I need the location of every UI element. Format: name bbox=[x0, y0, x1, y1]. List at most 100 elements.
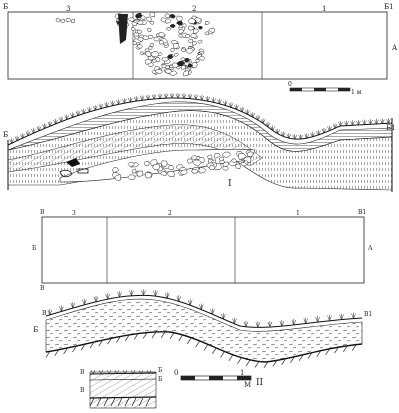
scale-bar-bottom: 0 1 М bbox=[174, 369, 252, 389]
dark-feature bbox=[118, 14, 128, 44]
stone bbox=[166, 171, 175, 178]
stone bbox=[169, 14, 176, 19]
stone bbox=[146, 27, 152, 32]
inset-section: В Б Б В bbox=[80, 367, 163, 409]
plan-mid: В В1 В Б А 3 2 1 bbox=[32, 209, 373, 292]
stone bbox=[165, 18, 172, 24]
stone bbox=[187, 38, 194, 44]
plan-top: Б Б1 А 3 2 1 bbox=[3, 3, 398, 80]
stone bbox=[151, 163, 160, 171]
stone bbox=[55, 17, 62, 22]
stone bbox=[172, 43, 180, 49]
stone bbox=[160, 160, 168, 167]
inset-label-right2: Б bbox=[158, 376, 163, 383]
stone bbox=[188, 25, 195, 31]
stone bbox=[197, 55, 206, 61]
scale-bottom-end: 1 bbox=[240, 369, 244, 377]
stone bbox=[195, 58, 200, 63]
stone bbox=[177, 29, 184, 34]
stone bbox=[169, 23, 176, 28]
stone bbox=[190, 155, 198, 160]
stone bbox=[143, 161, 150, 166]
stone bbox=[197, 39, 203, 44]
stone bbox=[145, 172, 152, 179]
stone bbox=[175, 20, 183, 26]
stone bbox=[197, 25, 203, 30]
stone bbox=[221, 151, 231, 158]
stone bbox=[187, 63, 194, 68]
stone bbox=[131, 168, 137, 174]
section-II-end-right: В1 bbox=[364, 311, 372, 318]
inset-label-right: Б bbox=[158, 367, 163, 374]
stone bbox=[155, 69, 163, 74]
section-II: В В1 Б II bbox=[33, 289, 372, 388]
inset-side-left: В bbox=[80, 387, 85, 394]
stone bbox=[153, 36, 161, 42]
stone bbox=[158, 40, 165, 45]
stone bbox=[180, 48, 187, 52]
stone bbox=[222, 161, 230, 167]
plan-top-corner-left: Б bbox=[3, 3, 8, 11]
section-II-end-left: В bbox=[42, 310, 47, 317]
stone bbox=[187, 18, 196, 24]
scale-top-start: 0 bbox=[288, 81, 292, 88]
section-I-numeral: I bbox=[228, 179, 232, 189]
stone bbox=[191, 62, 198, 69]
stone bbox=[237, 153, 247, 160]
section-II-surface bbox=[45, 294, 363, 328]
stone bbox=[192, 159, 202, 166]
stone bbox=[134, 12, 143, 19]
plan-top-frame bbox=[7, 11, 388, 80]
plan-top-square-1: 1 bbox=[322, 5, 326, 13]
stone bbox=[111, 167, 119, 173]
stone bbox=[204, 31, 210, 36]
stone bbox=[222, 165, 229, 171]
inset-fill bbox=[89, 371, 157, 409]
stone bbox=[149, 21, 155, 25]
section-I-turf bbox=[9, 92, 391, 144]
plan-mid-corner-top-right: В1 bbox=[358, 209, 366, 216]
plan-top-square-2: 2 bbox=[192, 5, 196, 13]
scale-top-end: 1 м bbox=[351, 89, 362, 96]
stone bbox=[190, 168, 199, 174]
stone bbox=[214, 152, 221, 159]
plan-mid-square-3: 3 bbox=[72, 210, 76, 217]
find-dark-1 bbox=[66, 158, 80, 167]
plan-mid-corner-bottom-left: В bbox=[40, 285, 45, 292]
section-II-numeral: II bbox=[256, 378, 264, 388]
stone bbox=[192, 28, 200, 34]
section-I-end-right: Б1 bbox=[386, 124, 396, 132]
stone bbox=[176, 60, 185, 67]
stone bbox=[132, 41, 138, 45]
stone bbox=[208, 164, 216, 170]
stone bbox=[240, 162, 247, 167]
plan-mid-square-1: 1 bbox=[296, 210, 300, 217]
stone-cluster-top bbox=[55, 12, 216, 77]
stone bbox=[149, 43, 154, 47]
stone bbox=[139, 51, 144, 56]
stone bbox=[247, 151, 254, 157]
stone bbox=[181, 23, 187, 28]
plan-top-side-right: А bbox=[392, 44, 398, 52]
section-I-end-left: Б bbox=[3, 131, 8, 139]
stone bbox=[158, 32, 166, 38]
stone bbox=[206, 154, 213, 160]
stone bbox=[148, 46, 153, 50]
stone bbox=[131, 21, 137, 26]
stone bbox=[166, 54, 174, 59]
stone bbox=[192, 41, 198, 46]
stone bbox=[146, 16, 153, 22]
section-II-base bbox=[45, 331, 363, 363]
stone bbox=[131, 27, 137, 31]
stone bbox=[169, 64, 174, 69]
stone bbox=[180, 169, 188, 175]
plan-top-corner-right: Б1 bbox=[384, 3, 394, 11]
plan-mid-corner-top-left: В bbox=[40, 209, 45, 216]
stone bbox=[145, 50, 152, 57]
section-I: Б Б1 I bbox=[3, 92, 396, 192]
stone bbox=[65, 17, 72, 23]
stone bbox=[182, 70, 189, 77]
stone bbox=[164, 68, 173, 74]
stone bbox=[147, 62, 154, 67]
scale-bottom-start: 0 bbox=[174, 369, 178, 377]
